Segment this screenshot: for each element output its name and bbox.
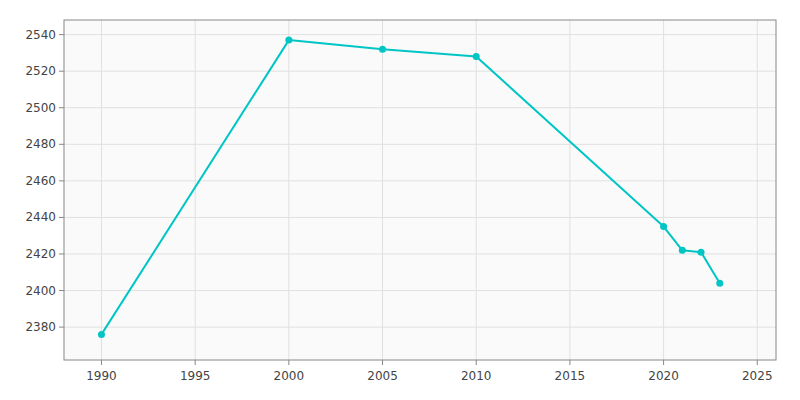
y-tick-label: 2480 bbox=[25, 137, 56, 151]
marker bbox=[473, 53, 480, 60]
x-tick-label: 2015 bbox=[555, 369, 586, 383]
y-tick-label: 2440 bbox=[25, 210, 56, 224]
y-tick bbox=[59, 34, 64, 35]
x-tick-label: 2010 bbox=[461, 369, 492, 383]
y-grid-line bbox=[64, 253, 776, 254]
y-grid-line bbox=[64, 34, 776, 35]
x-tick-label: 2025 bbox=[742, 369, 773, 383]
y-grid-line bbox=[64, 217, 776, 218]
x-tick bbox=[569, 360, 570, 365]
marker bbox=[716, 280, 723, 287]
x-tick bbox=[382, 360, 383, 365]
y-tick bbox=[59, 290, 64, 291]
y-tick bbox=[59, 217, 64, 218]
y-grid-line bbox=[64, 180, 776, 181]
x-tick bbox=[476, 360, 477, 365]
y-tick bbox=[59, 107, 64, 108]
x-tick bbox=[663, 360, 664, 365]
x-tick bbox=[288, 360, 289, 365]
marker bbox=[98, 331, 105, 338]
y-grid-line bbox=[64, 327, 776, 328]
x-tick-label: 2005 bbox=[367, 369, 398, 383]
y-tick-label: 2520 bbox=[25, 64, 56, 78]
marker bbox=[679, 247, 686, 254]
x-tick-label: 2020 bbox=[648, 369, 679, 383]
y-grid-line bbox=[64, 290, 776, 291]
y-grid-line bbox=[64, 144, 776, 145]
marker bbox=[379, 46, 386, 53]
x-tick bbox=[101, 360, 102, 365]
y-tick bbox=[59, 71, 64, 72]
line bbox=[101, 40, 719, 334]
y-tick bbox=[59, 180, 64, 181]
chart: 1990 1995 2000 2005 2010 2015 2020 2025 2380 2400… bbox=[0, 0, 800, 400]
marker bbox=[660, 223, 667, 230]
chart-container: 1990 1995 2000 2005 2010 2015 2020 2025 2380 2400… bbox=[0, 0, 800, 400]
y-tick-label: 2500 bbox=[25, 101, 56, 115]
marker bbox=[698, 249, 705, 256]
y-grid-line bbox=[64, 107, 776, 108]
x-tick-label: 1990 bbox=[86, 369, 117, 383]
plot-frame bbox=[64, 20, 776, 360]
y-tick bbox=[59, 144, 64, 145]
y-tick-label: 2400 bbox=[25, 284, 56, 298]
y-tick-label: 2540 bbox=[25, 28, 56, 42]
x-tick-label: 2000 bbox=[274, 369, 305, 383]
x-tick-label: 1995 bbox=[180, 369, 211, 383]
x-tick bbox=[757, 360, 758, 365]
y-tick-label: 2380 bbox=[25, 320, 56, 334]
y-grid-line bbox=[64, 71, 776, 72]
y-tick bbox=[59, 253, 64, 254]
axes: 1990 1995 2000 2005 2010 2015 2020 2025 2380 2400… bbox=[25, 20, 776, 383]
plot-area bbox=[64, 20, 776, 360]
x-tick bbox=[195, 360, 196, 365]
marker bbox=[285, 37, 292, 44]
y-tick-label: 2420 bbox=[25, 247, 56, 261]
series bbox=[98, 37, 723, 338]
y-tick-label: 2460 bbox=[25, 174, 56, 188]
y-tick bbox=[59, 327, 64, 328]
grid bbox=[64, 20, 776, 360]
